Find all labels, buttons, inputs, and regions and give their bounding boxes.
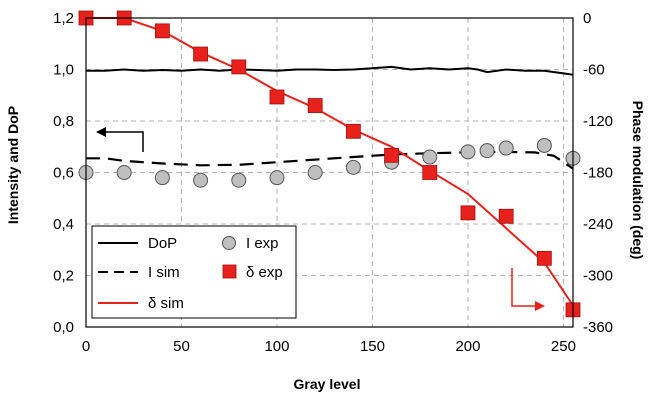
i-exp-point <box>498 140 514 156</box>
x-axis-label: Gray level <box>294 376 361 392</box>
right-axis-arrow <box>511 268 545 311</box>
delta-exp-point <box>384 147 399 163</box>
delta-exp-point <box>345 123 361 139</box>
x-tick-label: 100 <box>264 338 289 355</box>
i-exp-point <box>269 170 285 186</box>
delta-exp-point <box>536 250 552 266</box>
legend-i-sim-label: I sim <box>148 264 180 281</box>
i-exp-point <box>460 144 476 160</box>
y-left-tick-label: 0,4 <box>53 216 74 233</box>
y-left-tick-label: 0,6 <box>53 165 74 182</box>
y-right-tick-label: -120 <box>583 113 613 130</box>
y-axis-left-label: Intensity and DoP <box>5 106 21 224</box>
y-right-tick-label: -240 <box>583 216 613 233</box>
y-right-tick-label: 0 <box>583 10 591 27</box>
delta-exp-point <box>460 205 476 221</box>
legend-delta-sim-label: δ sim <box>148 295 184 312</box>
dop-line <box>86 65 574 76</box>
y-left-tick-label: 1,2 <box>53 10 74 27</box>
left-axis-arrow <box>96 127 144 152</box>
i-exp-point <box>307 165 323 180</box>
y-right-tick-label: -60 <box>583 62 605 79</box>
i-exp-point <box>479 143 495 159</box>
i-exp-point <box>345 159 361 175</box>
delta-exp-point <box>498 208 514 224</box>
y-left-tick-label: 1,0 <box>53 62 74 79</box>
x-tick-label: 250 <box>551 338 576 355</box>
y-axis-right-label: Phase modulation (deg) <box>630 101 646 260</box>
i-exp-point <box>231 172 247 188</box>
legend-delta-exp-label: δ exp <box>246 264 283 281</box>
i-exp-point <box>536 137 552 153</box>
tick-labels: 0 50 100 150 200 250 0,0 0,2 0,4 0,6 0,8 1,0 1,2 0 -60… <box>53 10 613 355</box>
y-right-tick-label: -360 <box>583 319 613 336</box>
delta-exp-point <box>307 98 323 113</box>
delta-exp-point <box>193 46 208 62</box>
x-tick-label: 50 <box>173 338 190 355</box>
delta-exp-point <box>154 23 170 39</box>
x-tick-label: 200 <box>455 338 480 355</box>
i-exp-point <box>116 165 132 180</box>
legend: DoP I exp I sim δ exp δ sim <box>91 225 297 319</box>
x-tick-label: 150 <box>360 338 385 355</box>
delta-exp-point <box>231 59 247 75</box>
y-left-tick-label: 0,0 <box>53 319 74 336</box>
x-tick-label: 0 <box>82 338 90 355</box>
i-exp-point <box>193 172 209 188</box>
i-sim-line <box>86 150 574 170</box>
delta-exp-point <box>269 89 285 105</box>
series-layer <box>78 10 581 318</box>
delta-exp-point <box>422 165 438 180</box>
y-right-tick-label: -180 <box>583 165 613 182</box>
plot-frame <box>85 17 574 328</box>
y-left-tick-label: 0,2 <box>53 268 74 285</box>
y-left-tick-label: 0,8 <box>53 113 74 130</box>
i-exp-point <box>154 170 170 186</box>
legend-i-exp-label: I exp <box>246 235 279 252</box>
legend-i-exp-swatch <box>222 236 236 250</box>
y-right-tick-label: -300 <box>583 268 613 285</box>
legend-dop-label: DoP <box>148 235 177 252</box>
legend-delta-exp-swatch <box>222 264 237 279</box>
i-exp-point <box>422 149 438 165</box>
